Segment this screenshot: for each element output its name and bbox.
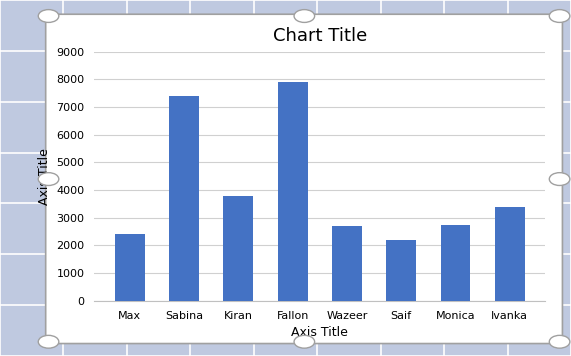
Bar — [223, 195, 253, 301]
Bar — [387, 240, 416, 301]
Bar — [278, 82, 308, 301]
Bar — [332, 226, 362, 301]
X-axis label: Axis Title: Axis Title — [291, 326, 348, 339]
Bar — [169, 96, 199, 301]
Y-axis label: Axis Title: Axis Title — [38, 148, 51, 205]
Bar — [115, 234, 144, 301]
Bar — [495, 207, 525, 301]
Title: Chart Title: Chart Title — [272, 26, 367, 44]
Bar — [441, 225, 471, 301]
